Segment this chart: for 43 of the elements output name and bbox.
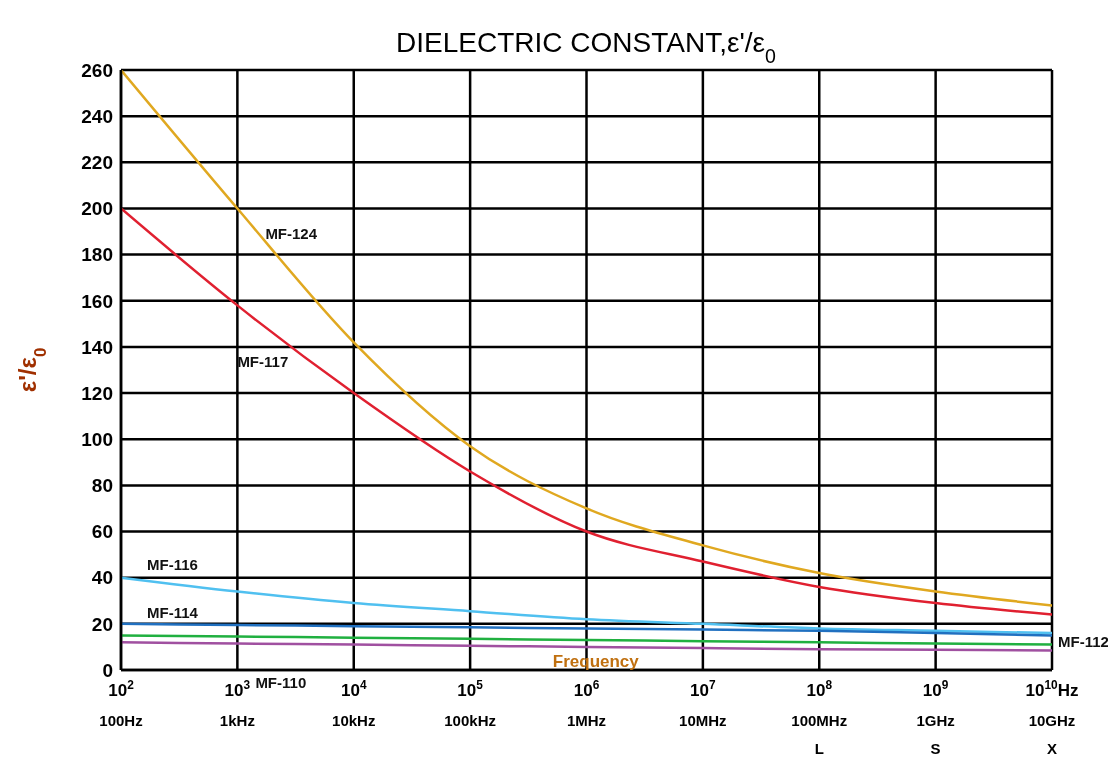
text: 10GHz X [1028, 712, 1076, 757]
x-tick-label: 10$^{3}$ [224, 678, 251, 700]
series-label: MF-112 [1058, 632, 1109, 650]
y-tick-label: 80 [91, 475, 113, 497]
y-tick-label: 0 [102, 659, 113, 681]
text: 10MHz [679, 712, 727, 729]
x-tick-label: 10$^{4}$ [340, 678, 367, 700]
y-tick-label: 260 [81, 59, 113, 81]
text: 1kHz [219, 712, 255, 729]
line-series [121, 622, 1052, 637]
line-series [121, 576, 1052, 635]
y-tick-label: 160 [81, 290, 113, 312]
x-tick-label: 10$^{5}$ [457, 678, 484, 700]
y-tick-label: 100 [81, 428, 113, 450]
x-tick-label: 10$^{2}$ [108, 678, 135, 700]
y-tick-label: 220 [81, 152, 113, 174]
y-tick-label: 240 [81, 105, 113, 127]
series-label: MF-116 [147, 555, 198, 573]
y-tick-label: 200 [81, 198, 113, 220]
line-series [121, 641, 1052, 652]
series-label: MF-114 [147, 603, 199, 621]
y-tick-label: 40 [91, 567, 113, 589]
text: 10kHz [332, 712, 376, 729]
chart-title: DIELECTRIC CONSTANT,ε'/ε$_{0}$ [396, 27, 777, 67]
text: 100MHz L [791, 712, 848, 757]
x-tick-label: 10$^{7}$ [690, 678, 717, 700]
x-tick-label: 10$^{6}$ [573, 678, 600, 700]
x-tick-label: 10$^{8}$ [806, 678, 833, 700]
text: 100kHz [444, 712, 496, 729]
y-tick-label: 120 [81, 382, 113, 404]
y-tick-label: 20 [91, 613, 113, 635]
x-tick-label: 10$^{10}$Hz [1025, 678, 1079, 700]
y-tick-label: 180 [81, 244, 113, 266]
x-tick-label: 10$^{9}$ [922, 678, 949, 700]
series-label: MF-124 [265, 225, 318, 243]
line-series [121, 634, 1052, 646]
text: 100Hz [99, 712, 143, 729]
line-series [121, 207, 1052, 616]
y-tick-label: 140 [81, 336, 113, 358]
text: 1MHz [566, 712, 607, 729]
y-tick-label: 60 [91, 521, 113, 543]
text: MF-110 [255, 674, 307, 692]
text: 1GHz S [916, 712, 955, 757]
